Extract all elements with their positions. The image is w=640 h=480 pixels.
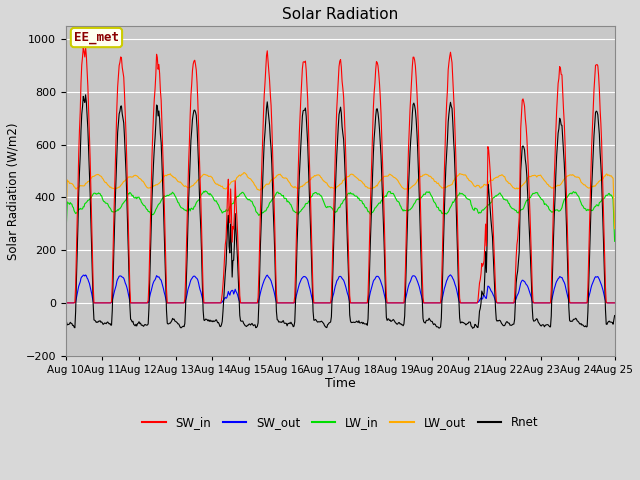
SW_out bbox=[72, 299, 79, 305]
SW_out bbox=[62, 300, 70, 306]
X-axis label: Time: Time bbox=[324, 377, 356, 390]
SW_in bbox=[408, 80, 415, 86]
SW_in bbox=[72, 283, 79, 288]
Line: SW_in: SW_in bbox=[66, 47, 614, 303]
SW_in bbox=[82, 44, 90, 50]
SW_out bbox=[407, 277, 415, 283]
LW_out bbox=[408, 184, 415, 190]
Rnet bbox=[82, 92, 90, 97]
LW_in bbox=[72, 211, 79, 216]
SW_in bbox=[62, 300, 70, 306]
Y-axis label: Solar Radiation (W/m2): Solar Radiation (W/m2) bbox=[7, 122, 20, 260]
LW_in bbox=[62, 239, 70, 244]
LW_in bbox=[202, 188, 209, 194]
LW_out bbox=[424, 172, 431, 178]
Rnet bbox=[468, 325, 476, 331]
SW_out bbox=[423, 300, 431, 306]
Rnet bbox=[214, 320, 221, 325]
Rnet bbox=[408, 126, 415, 132]
LW_out bbox=[72, 186, 79, 192]
SW_out bbox=[184, 287, 192, 293]
LW_out bbox=[184, 185, 192, 191]
Line: LW_out: LW_out bbox=[66, 173, 614, 228]
LW_out bbox=[128, 174, 136, 180]
LW_in bbox=[184, 208, 192, 214]
SW_out bbox=[611, 300, 618, 306]
LW_in bbox=[214, 201, 221, 207]
LW_out bbox=[611, 226, 618, 231]
LW_in bbox=[611, 239, 618, 244]
LW_in bbox=[408, 205, 415, 211]
LW_out bbox=[241, 170, 248, 176]
SW_out bbox=[128, 300, 136, 306]
SW_in bbox=[424, 300, 431, 306]
Rnet bbox=[129, 318, 137, 324]
SW_in bbox=[129, 300, 137, 306]
Rnet bbox=[185, 197, 193, 203]
Line: SW_out: SW_out bbox=[66, 275, 614, 303]
Line: LW_in: LW_in bbox=[66, 191, 614, 241]
LW_out bbox=[213, 181, 221, 187]
SW_in bbox=[611, 300, 618, 306]
Rnet bbox=[424, 317, 431, 323]
SW_in bbox=[185, 159, 193, 165]
SW_out bbox=[213, 300, 221, 306]
Rnet bbox=[62, 313, 70, 319]
Rnet bbox=[611, 312, 618, 318]
Legend: SW_in, SW_out, LW_in, LW_out, Rnet: SW_in, SW_out, LW_in, LW_out, Rnet bbox=[138, 411, 543, 433]
Text: EE_met: EE_met bbox=[74, 31, 119, 44]
LW_in bbox=[128, 193, 136, 199]
SW_in bbox=[214, 300, 221, 306]
LW_in bbox=[424, 189, 431, 195]
SW_out bbox=[447, 272, 454, 278]
Title: Solar Radiation: Solar Radiation bbox=[282, 7, 398, 22]
Line: Rnet: Rnet bbox=[66, 95, 614, 328]
LW_out bbox=[62, 225, 70, 231]
Rnet bbox=[72, 309, 79, 314]
